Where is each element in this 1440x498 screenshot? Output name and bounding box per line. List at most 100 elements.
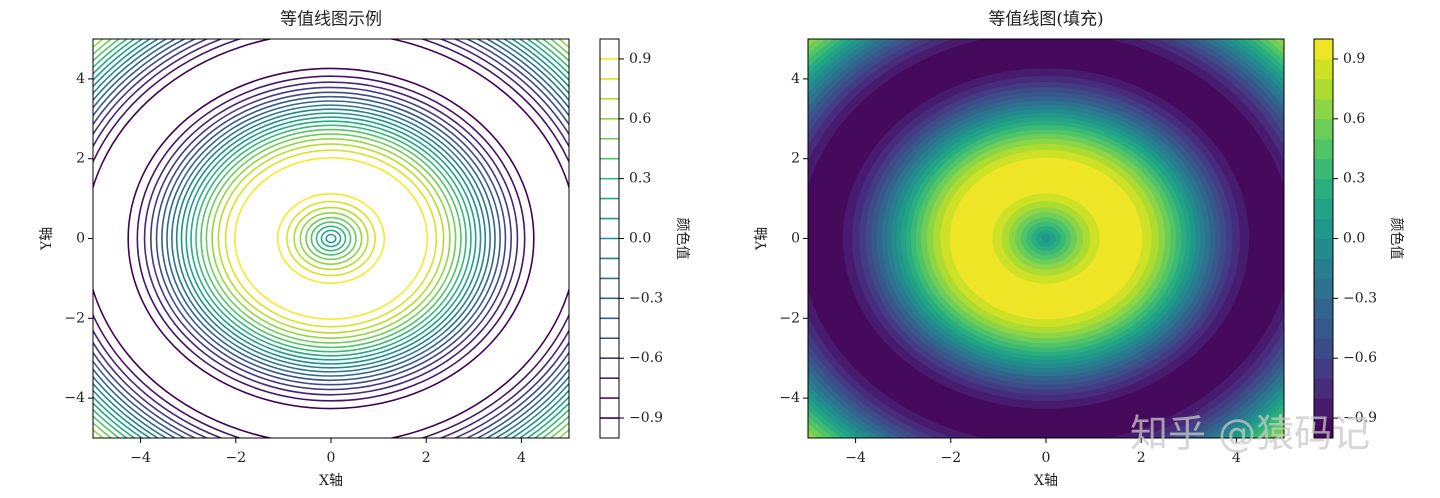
chart-title: 等值线图示例 [280,10,382,30]
colorbar-tick-label: 0.3 [629,171,651,187]
x-tick-label: 4 [1232,450,1241,466]
colorbar-tick-label: 0.6 [629,111,651,127]
colorbar-band [1314,278,1333,299]
contour-band [1040,234,1052,243]
contour-line [315,225,347,252]
colorbar-band [1314,298,1333,319]
contour-line [143,81,519,396]
contour-line [293,206,369,271]
x-tick-label: −2 [940,450,961,466]
colorbar-band [1314,418,1333,439]
colorbar-tick-label: 0.9 [629,51,651,67]
y-tick-label: −4 [779,390,800,406]
contour-line [185,116,477,361]
y-tick-label: 4 [791,71,800,87]
contour-line [286,200,376,277]
colorbar-band [1314,358,1333,379]
colorbar-band [1314,39,1333,60]
colorbar-band [1314,198,1333,220]
y-tick-label: −2 [779,310,800,326]
watermark: 知乎 @猿码记 [1130,412,1370,456]
contour-line [320,229,342,248]
colorbar-tick-label: 0.0 [629,231,651,247]
x-tick-label: 0 [327,450,336,466]
colorbar-band [1314,378,1333,399]
y-tick-label: −4 [64,390,85,406]
colorbar-band [1314,98,1333,120]
colorbar-label: 颜色值 [674,218,691,260]
colorbar-band [1314,238,1333,259]
contour-line [93,39,569,438]
colorbar-band [1314,398,1333,419]
contour-line [224,149,438,328]
x-tick-label: 2 [422,450,431,466]
colorbar-tick-label: 0.3 [1343,171,1365,187]
plot-area [808,39,1284,438]
x-axis-label: X轴 [319,473,343,489]
y-tick-label: 0 [76,231,85,247]
colorbar-band [1314,118,1333,140]
y-tick-label: 0 [791,231,800,247]
plot-area [93,39,569,438]
colorbar-band [1314,258,1333,279]
contour-line [195,124,467,353]
colorbar-band [1314,78,1333,100]
colorbar-band [1314,338,1333,359]
contour-line [211,138,451,339]
contour-line [310,221,352,256]
contour-line [93,39,569,438]
colorbar-band [1314,58,1333,80]
contour-line [93,39,569,438]
y-axis-label: Y轴 [39,227,55,251]
chart-title: 等值线图(填充) [988,10,1103,30]
contour-line [200,128,462,349]
contour-line [233,157,429,320]
contour-line [325,233,337,244]
colorbar-tick-label: −0.6 [1343,350,1377,366]
contour-line [93,39,569,438]
contour-line [93,39,569,438]
axes-frame [92,38,570,439]
contour-line [93,39,569,438]
contour-line [93,39,569,438]
contour-line [136,75,526,402]
colorbar-band [1314,158,1333,180]
contour-line [305,216,357,261]
colorbar-band [1314,318,1333,339]
colorbar-tick-label: 0.0 [1343,231,1365,247]
contour-line [93,39,569,438]
x-tick-label: −4 [130,450,151,466]
y-tick-label: 2 [791,151,800,167]
colorbar-tick-label: 0.6 [1343,111,1365,127]
contour-line [217,143,445,334]
contour-line [127,67,535,410]
x-tick-label: −2 [225,450,246,466]
colorbar-band [1314,218,1333,239]
x-tick-label: 4 [517,450,526,466]
contour-line [276,193,386,284]
contour-line [150,86,512,391]
contour-line [175,108,487,369]
contour-line [205,133,457,344]
contour-line [93,39,569,438]
colorbar-tick-label: 0.9 [1343,51,1365,67]
contour-line [171,104,491,373]
colorbar-band [1314,138,1333,160]
colorbar-tick-label: −0.6 [629,350,663,366]
x-tick-label: 0 [1042,450,1051,466]
x-tick-label: −4 [845,450,866,466]
contour-line [166,100,496,377]
contour-line [161,95,501,382]
colorbar-tick-label: −0.3 [1343,290,1377,306]
x-axis-label: X轴 [1034,473,1058,489]
y-tick-label: −2 [64,310,85,326]
contour-line [155,91,507,386]
colorbar-tick-label: −0.9 [629,410,663,426]
y-axis-label: Y轴 [754,227,770,251]
colorbar-band [1314,178,1333,200]
colorbar-tick-label: −0.9 [1343,410,1377,426]
contour-line [180,112,482,365]
contour-line [299,212,363,265]
colorbar-tick-label: −0.3 [629,290,663,306]
